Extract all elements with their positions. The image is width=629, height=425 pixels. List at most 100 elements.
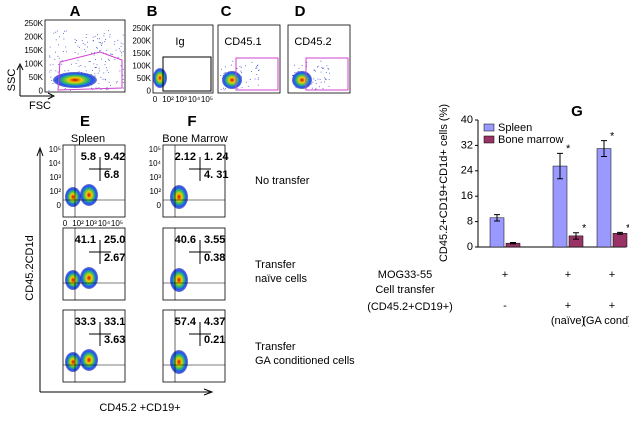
event-dot bbox=[106, 69, 108, 71]
event-dot bbox=[103, 35, 105, 37]
event-dot bbox=[108, 60, 110, 61]
condition-value: (naïve) bbox=[551, 315, 585, 327]
condition-value: (GA cond) bbox=[582, 315, 629, 327]
quadrant-value: 2.12 bbox=[175, 151, 196, 163]
plot-frame bbox=[44, 19, 126, 93]
event-dot bbox=[91, 52, 92, 54]
quadrant-value: 5.8 bbox=[81, 151, 96, 163]
event-dot bbox=[108, 81, 110, 83]
event-dot bbox=[65, 30, 67, 32]
event-dot bbox=[120, 42, 122, 44]
quadrant-value: 33.1 bbox=[104, 316, 125, 328]
y-tick-label: 10⁵ bbox=[49, 145, 61, 154]
event-dot bbox=[98, 82, 100, 84]
x-tick-label: 0 bbox=[63, 219, 68, 228]
event-dot bbox=[254, 78, 256, 80]
event-dot bbox=[48, 89, 50, 91]
event-dot bbox=[223, 72, 225, 74]
event-dot bbox=[256, 73, 258, 75]
y-tick-label: 10³ bbox=[149, 173, 161, 182]
event-dot bbox=[122, 69, 124, 70]
legend-label: Spleen bbox=[498, 122, 532, 134]
error-bar bbox=[510, 242, 516, 245]
event-dot bbox=[117, 39, 119, 41]
event-dot bbox=[328, 79, 330, 81]
event-dot bbox=[118, 48, 120, 50]
event-dot bbox=[65, 46, 67, 48]
density-blob bbox=[170, 185, 188, 209]
event-dot bbox=[251, 71, 252, 72]
event-dot bbox=[122, 74, 124, 76]
annotation: * bbox=[626, 222, 629, 234]
quadrant-value: 6.8 bbox=[104, 169, 119, 181]
event-dot bbox=[247, 85, 249, 87]
plot-frame bbox=[287, 24, 351, 94]
event-dot bbox=[93, 63, 95, 65]
y-tick-label: 0 bbox=[157, 201, 162, 210]
event-dot bbox=[116, 81, 118, 82]
event-dot bbox=[295, 87, 297, 89]
bar bbox=[489, 217, 505, 248]
event-dot bbox=[294, 64, 295, 66]
condition-value: - bbox=[503, 300, 507, 312]
event-dot bbox=[111, 54, 113, 56]
event-dot bbox=[99, 50, 100, 52]
event-dot bbox=[76, 40, 77, 41]
event-dot bbox=[105, 89, 107, 91]
event-dot bbox=[256, 67, 258, 69]
annotation: * bbox=[566, 143, 571, 155]
event-dot bbox=[89, 61, 91, 63]
event-dot bbox=[98, 70, 100, 72]
event-dot bbox=[110, 53, 112, 55]
event-dot bbox=[313, 70, 315, 71]
event-dot bbox=[114, 41, 116, 43]
condition-label: Cell transfer bbox=[375, 284, 435, 296]
quadrant-value: 4.37 bbox=[204, 316, 225, 328]
y-axis-label: SSC bbox=[6, 69, 18, 92]
event-dot bbox=[64, 70, 66, 72]
event-dot bbox=[119, 50, 121, 52]
event-dot bbox=[62, 51, 64, 52]
plot-frame bbox=[152, 24, 214, 94]
event-dot bbox=[92, 89, 94, 91]
annotation: * bbox=[610, 131, 615, 143]
event-dot bbox=[58, 57, 60, 59]
condition-value: + bbox=[609, 300, 615, 312]
panel-label: B bbox=[147, 3, 158, 20]
event-dot bbox=[122, 79, 124, 80]
density-blob bbox=[80, 184, 98, 206]
event-dot bbox=[100, 89, 102, 90]
event-dot bbox=[93, 40, 95, 42]
density-blob bbox=[153, 68, 167, 88]
panel-label: C bbox=[221, 3, 232, 20]
error-bar bbox=[494, 214, 500, 222]
event-dot bbox=[314, 79, 316, 81]
event-dot bbox=[245, 81, 247, 83]
event-dot bbox=[95, 59, 96, 61]
event-dot bbox=[240, 66, 242, 68]
event-dot bbox=[257, 79, 259, 81]
event-dot bbox=[80, 65, 82, 66]
y-tick-label: 250K bbox=[24, 19, 43, 28]
event-dot bbox=[52, 64, 54, 66]
event-dot bbox=[50, 76, 52, 78]
event-dot bbox=[81, 40, 83, 42]
event-dot bbox=[320, 81, 322, 83]
y-tick-label: 24 bbox=[461, 165, 473, 177]
y-tick-label: 200K bbox=[24, 33, 43, 42]
event-dot bbox=[55, 31, 57, 33]
quadrant-value: 0.38 bbox=[204, 252, 225, 264]
event-dot bbox=[318, 86, 320, 88]
plot-frame bbox=[62, 144, 126, 218]
event-dot bbox=[49, 56, 51, 58]
quadrant-value: 2.67 bbox=[104, 252, 125, 264]
event-dot bbox=[96, 47, 98, 49]
quadrant-value: 41.1 bbox=[75, 234, 96, 246]
event-dot bbox=[58, 64, 60, 65]
event-dot bbox=[70, 63, 72, 65]
event-dot bbox=[100, 42, 102, 43]
event-dot bbox=[101, 58, 102, 60]
plot-frame bbox=[62, 309, 126, 383]
event-dot bbox=[122, 43, 124, 45]
event-dot bbox=[49, 55, 50, 57]
